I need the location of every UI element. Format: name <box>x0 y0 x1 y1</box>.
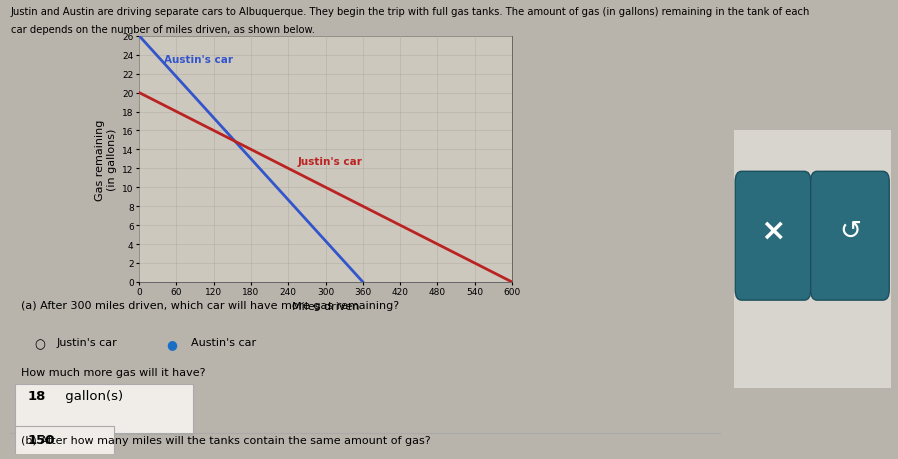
Text: car depends on the number of miles driven, as shown below.: car depends on the number of miles drive… <box>11 25 315 35</box>
Text: ○: ○ <box>35 337 46 350</box>
Text: Justin's car: Justin's car <box>56 337 117 347</box>
FancyBboxPatch shape <box>735 172 811 301</box>
Text: 18: 18 <box>28 389 46 403</box>
Text: Justin's car: Justin's car <box>297 156 363 166</box>
FancyBboxPatch shape <box>15 426 114 459</box>
X-axis label: Miles driven: Miles driven <box>292 301 359 311</box>
FancyBboxPatch shape <box>730 126 894 393</box>
Y-axis label: Gas remaining
(in gallons): Gas remaining (in gallons) <box>95 119 117 200</box>
Text: ↺: ↺ <box>839 218 861 244</box>
Text: (a) After 300 miles driven, which car will have more gas remaining?: (a) After 300 miles driven, which car wi… <box>21 300 399 310</box>
Text: ●: ● <box>166 337 177 350</box>
Text: Austin's car: Austin's car <box>164 55 233 65</box>
Text: How much more gas will it have?: How much more gas will it have? <box>21 368 205 378</box>
Text: Justin and Austin are driving separate cars to Albuquerque. They begin the trip : Justin and Austin are driving separate c… <box>11 7 810 17</box>
Text: gallon(s): gallon(s) <box>61 389 123 403</box>
Text: ×: × <box>761 217 786 246</box>
FancyBboxPatch shape <box>811 172 889 301</box>
Text: (b) After how many miles will the tanks contain the same amount of gas?: (b) After how many miles will the tanks … <box>21 435 430 445</box>
Text: Austin's car: Austin's car <box>191 337 256 347</box>
Text: 150: 150 <box>28 433 55 447</box>
FancyBboxPatch shape <box>15 385 193 434</box>
